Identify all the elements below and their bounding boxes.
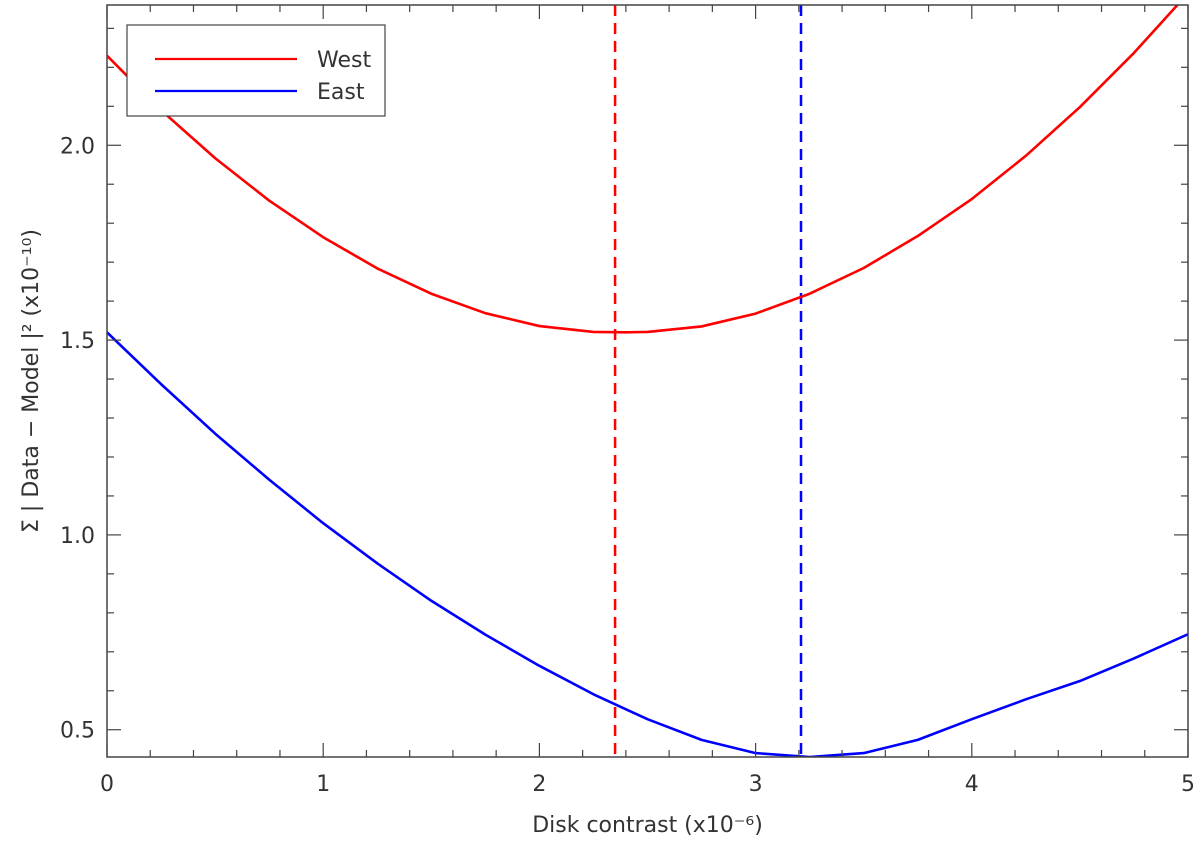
y-tick-label: 2.0 [60, 134, 95, 159]
x-tick-label: 2 [532, 772, 546, 797]
series-lines [107, 5, 1188, 757]
x-tick-label: 3 [749, 772, 763, 797]
y-tick-label: 1.0 [60, 524, 95, 549]
y-tick-label: 0.5 [60, 719, 95, 744]
x-tick-label: 5 [1181, 772, 1195, 797]
x-tick-label: 0 [100, 772, 114, 797]
axis-ticks [106, 5, 1189, 757]
y-tick-label: 1.5 [60, 329, 95, 354]
west-legend-label: West [317, 48, 371, 73]
x-tick-label: 1 [316, 772, 330, 797]
x-tick-label: 4 [965, 772, 979, 797]
tick-labels: 0 1 2 3 4 5 0.5 1.0 1.5 2.0 [60, 134, 1195, 797]
minimum-marker-lines [613, 5, 803, 757]
legend-box [126, 24, 386, 117]
x-axis-title: Disk contrast (x10⁻⁶) [532, 813, 763, 838]
y-axis-title: Σ | Data − Model |² (x10⁻¹⁰) [19, 229, 44, 533]
east-legend-label: East [317, 80, 365, 105]
east-series-line [107, 331, 1188, 757]
legend: West East [126, 24, 386, 117]
west-series-line [107, 5, 1180, 334]
plot-frame [106, 4, 1189, 758]
